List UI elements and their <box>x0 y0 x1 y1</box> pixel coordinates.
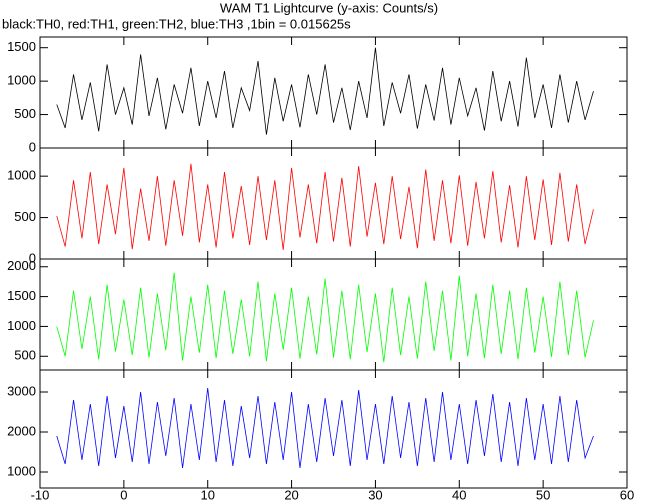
light-curve <box>56 163 594 250</box>
x-tick-label: -10 <box>31 487 50 502</box>
chart-title: WAM T1 Lightcurve (y-axis: Counts/s) <box>220 0 438 15</box>
y-tick-label: 1500 <box>7 288 36 303</box>
y-tick-label: 0 <box>29 139 36 154</box>
y-tick-label: 1500 <box>7 39 36 54</box>
panel-frame <box>39 147 628 260</box>
y-tick-label: 3000 <box>7 383 36 398</box>
y-tick-label: 1000 <box>7 73 36 88</box>
y-tick-label: 0 <box>29 250 36 265</box>
panel-frame <box>39 36 628 149</box>
x-tick-label: 60 <box>620 487 634 502</box>
x-tick-label: 50 <box>536 487 550 502</box>
x-tick-label: 30 <box>368 487 382 502</box>
y-tick-label: 2000 <box>7 258 36 273</box>
panel-frame <box>39 369 628 489</box>
light-curve <box>56 272 594 363</box>
panel-frame <box>39 258 628 371</box>
x-tick-label: 0 <box>120 487 127 502</box>
x-tick-label: 10 <box>200 487 214 502</box>
light-curve <box>56 387 594 469</box>
y-tick-label: 2000 <box>7 423 36 438</box>
light-curve <box>56 47 594 135</box>
y-tick-label: 500 <box>14 209 36 224</box>
x-tick-label: 20 <box>284 487 298 502</box>
y-tick-label: 1000 <box>7 318 36 333</box>
y-tick-label: 500 <box>14 106 36 121</box>
x-tick-label: 40 <box>452 487 466 502</box>
y-tick-label: 1000 <box>7 463 36 478</box>
chart-subtitle: black:TH0, red:TH1, green:TH2, blue:TH3 … <box>2 16 351 31</box>
y-tick-label: 1000 <box>7 168 36 183</box>
y-tick-label: 500 <box>14 348 36 363</box>
